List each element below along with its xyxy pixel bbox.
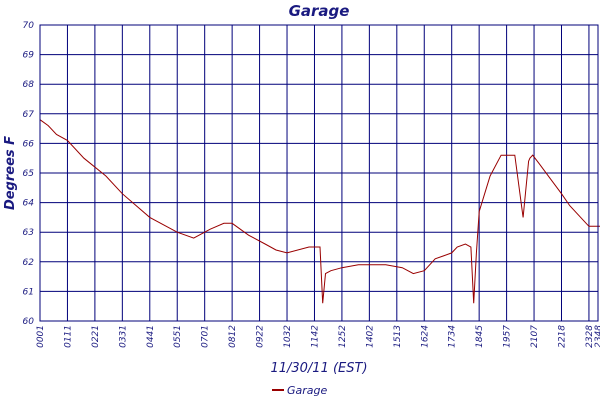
x-tick-label: 1624	[420, 325, 430, 348]
y-tick-label: 70	[23, 21, 35, 31]
x-tick-label: 0922	[256, 325, 266, 348]
x-tick-label: 0701	[201, 325, 211, 348]
x-tick-label: 2348	[594, 325, 600, 348]
x-tick-label: 0551	[173, 325, 183, 348]
x-tick-label: 1845	[475, 325, 485, 348]
x-tick-label: 1402	[365, 325, 375, 348]
plot-frame	[39, 24, 599, 322]
x-tick-label: 0812	[228, 325, 238, 348]
y-tick-label: 61	[23, 287, 34, 297]
x-tick-label: 2107	[530, 325, 540, 348]
y-tick-label: 67	[23, 110, 35, 120]
y-axis-label: Degrees F	[3, 136, 18, 210]
chart-title: Garage	[289, 2, 350, 20]
legend-label-garage: Garage	[287, 384, 328, 397]
x-tick-label: 2218	[557, 325, 567, 348]
y-tick-label: 62	[23, 258, 35, 268]
series-line-garage	[39, 119, 600, 304]
x-tick-label: 0331	[118, 325, 128, 348]
y-tick-label: 64	[23, 199, 35, 209]
x-tick-label: 1513	[393, 325, 403, 348]
x-tick-label: 1032	[283, 325, 293, 348]
y-tick-label: 66	[23, 139, 35, 149]
x-axis-ticks: 0001 0111 0221 0331 0441 0551 0701 0812 0922 1032…	[36, 325, 600, 348]
legend: Garage	[272, 384, 328, 397]
y-axis-ticks: 60 61 62 63 64 65 66 67 68 69 70	[23, 21, 35, 327]
x-axis-label: 11/30/11 (EST)	[270, 361, 367, 376]
y-tick-label: 60	[23, 317, 35, 327]
x-tick-label: 1734	[448, 325, 458, 348]
x-tick-label: 2328	[585, 325, 595, 348]
y-tick-label: 69	[23, 51, 35, 61]
x-tick-label: 0221	[91, 325, 101, 348]
x-tick-label: 1252	[338, 325, 348, 348]
x-tick-label: 1957	[503, 325, 513, 348]
y-tick-label: 63	[23, 228, 35, 238]
x-tick-label: 1142	[310, 325, 320, 348]
chart-grid	[39, 24, 599, 322]
x-tick-label: 0441	[146, 325, 156, 348]
x-tick-label: 0001	[36, 325, 46, 348]
y-tick-label: 68	[23, 80, 35, 90]
x-tick-label: 0111	[63, 325, 73, 348]
y-tick-label: 65	[23, 169, 35, 179]
